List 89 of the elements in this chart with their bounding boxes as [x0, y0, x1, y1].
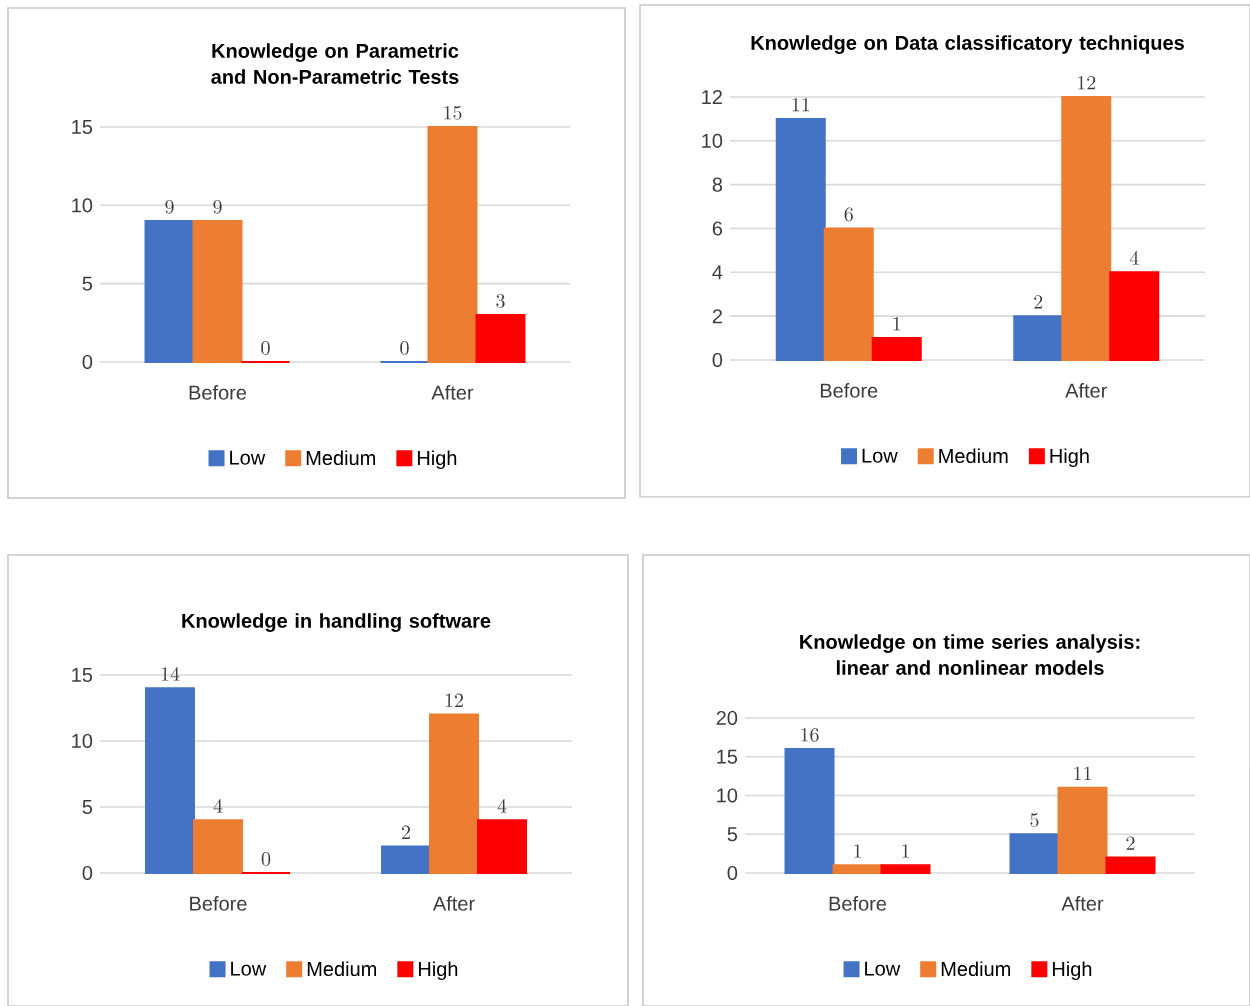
data-label: 1: [854, 844, 861, 858]
y-tick-label: 12: [702, 90, 722, 104]
y-tick-label: 4: [712, 265, 723, 280]
y-tick-label: 5: [727, 827, 738, 842]
data-label: 15: [444, 105, 462, 120]
y-tick-label: 15: [717, 749, 738, 764]
y-tick-label: 15: [72, 668, 93, 682]
x-tick-label: After: [431, 385, 474, 400]
y-tick-label: 0: [82, 865, 93, 881]
bar: [1013, 315, 1064, 361]
data-label: 9: [165, 199, 174, 214]
y-tick-label: 0: [727, 865, 738, 881]
y-tick-label: 6: [712, 221, 723, 236]
legend-label: Low: [230, 450, 266, 465]
bar: [823, 227, 874, 361]
x-tick-label: After: [432, 896, 475, 911]
bar: [475, 313, 526, 363]
bar: [832, 864, 883, 874]
legend-label: Medium: [307, 961, 377, 977]
legend-label: Medium: [939, 448, 1008, 464]
legend-label: Low: [865, 961, 901, 976]
data-label: 5: [1030, 813, 1039, 828]
y-tick-label: 15: [72, 120, 93, 134]
bar: [784, 747, 835, 874]
x-tick-label: Before: [820, 383, 878, 398]
bar: [144, 219, 195, 363]
bar: [880, 864, 931, 874]
data-label: 2: [1126, 836, 1135, 850]
bar: [1109, 271, 1160, 361]
y-tick-label: 8: [712, 177, 723, 192]
bar: [1057, 786, 1108, 874]
legend-label: High: [1050, 448, 1089, 468]
bar: [1105, 856, 1156, 874]
data-label: 3: [496, 293, 505, 308]
legend-label: High: [417, 450, 457, 470]
bar: [871, 337, 922, 361]
chart-title: Knowledge on Parametric and Non-Parametric Tests: [211, 43, 459, 84]
legend-label: Low: [862, 448, 898, 463]
y-tick-label: 10: [72, 198, 93, 213]
bar: [1009, 833, 1060, 874]
data-label: 2: [1034, 295, 1043, 309]
legend-label: Medium: [941, 961, 1011, 977]
bar: [775, 117, 826, 361]
x-tick-label: Before: [829, 896, 887, 911]
y-tick-label: 10: [717, 788, 738, 803]
data-label: 14: [161, 666, 180, 681]
y-tick-label: 2: [712, 309, 722, 324]
legend-label: High: [418, 961, 458, 981]
data-label: 12: [445, 693, 463, 707]
data-label: 9: [213, 199, 222, 214]
y-tick-label: 0: [82, 354, 93, 370]
data-label: 12: [1078, 75, 1096, 90]
bar: [192, 219, 243, 363]
data-label: 0: [400, 340, 409, 355]
legend-label: Low: [231, 961, 267, 976]
bar: [145, 687, 195, 874]
data-label: 11: [792, 97, 810, 112]
y-tick-label: 10: [72, 733, 93, 749]
x-tick-label: Before: [189, 385, 247, 400]
bar: [193, 819, 244, 874]
data-label: 16: [801, 727, 819, 742]
data-label: 1: [893, 317, 901, 331]
bar: [429, 713, 479, 874]
legend-label: High: [1052, 961, 1092, 981]
data-label: 4: [497, 798, 507, 813]
data-label: 1: [902, 844, 909, 858]
y-tick-label: 5: [82, 800, 93, 814]
data-label: 2: [402, 825, 410, 839]
chart-title: Knowledge in handling software: [182, 613, 491, 632]
y-tick-label: 20: [716, 710, 738, 726]
x-tick-label: Before: [190, 896, 247, 911]
chart-title: Knowledge on time series analysis: linear and nonlinear models: [800, 634, 1140, 675]
data-label: 0: [261, 340, 270, 355]
chart-title: Knowledge on Data classificatory techniques: [751, 35, 1184, 54]
data-label: 0: [261, 851, 271, 866]
y-tick-label: 10: [702, 133, 723, 148]
bar: [1061, 95, 1112, 361]
data-label: 11: [1074, 766, 1091, 781]
bar: [427, 125, 478, 363]
x-tick-label: After: [1061, 896, 1104, 911]
data-label: 4: [213, 798, 223, 813]
y-tick-label: 5: [82, 276, 93, 291]
bar: [477, 819, 527, 874]
legend-label: Medium: [306, 450, 376, 466]
y-tick-label: 0: [712, 352, 723, 368]
x-tick-label: After: [1065, 383, 1108, 398]
data-label: 6: [844, 207, 853, 222]
data-label: 4: [1129, 251, 1139, 265]
bar: [381, 845, 431, 874]
